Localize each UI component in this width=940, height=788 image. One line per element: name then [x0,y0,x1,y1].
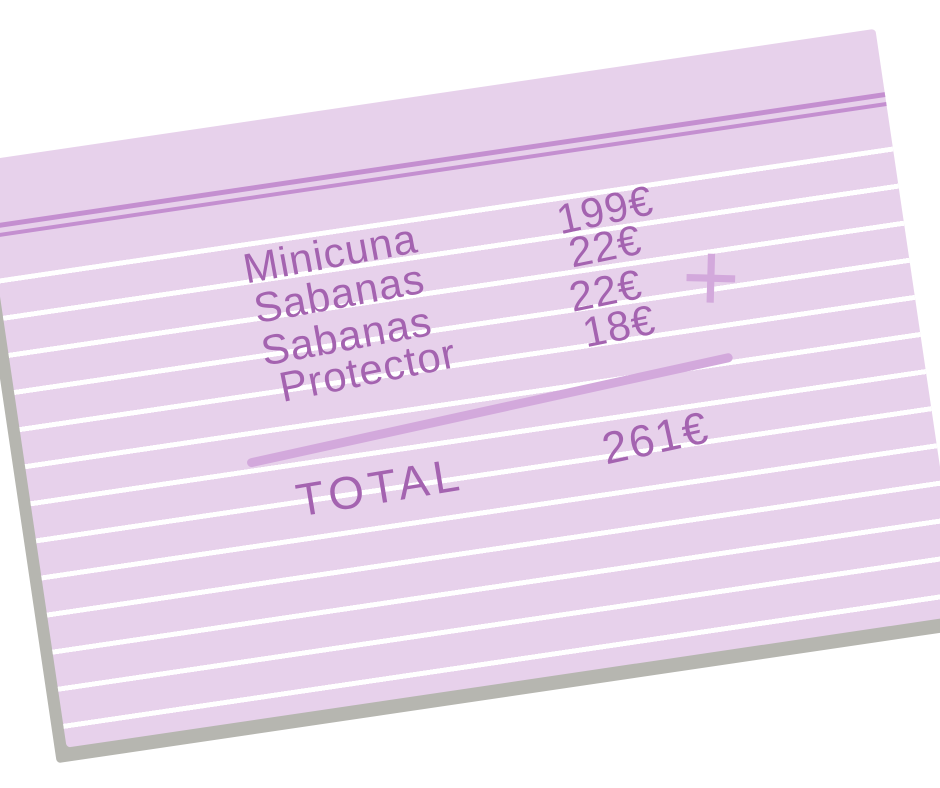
index-card: Minicuna Sabanas Sabanas Protector 199€ … [0,28,940,748]
plus-icon: + [680,220,742,335]
ruled-lines [0,146,940,748]
